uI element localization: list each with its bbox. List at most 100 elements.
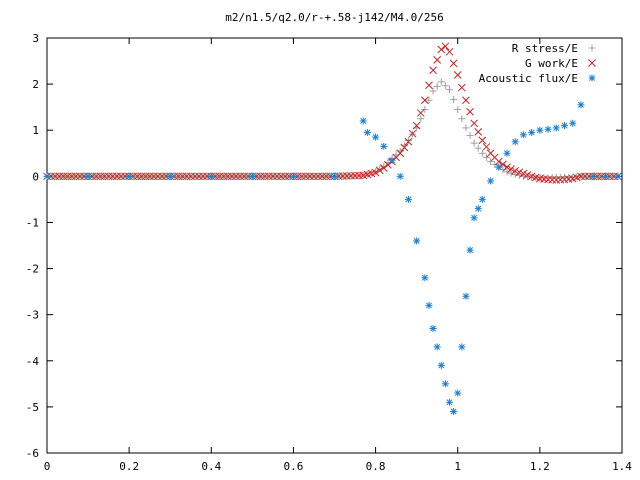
- data-point: [495, 163, 503, 171]
- data-point: [379, 164, 388, 172]
- x-tick-label: 1.4: [612, 460, 632, 473]
- data-point: [363, 129, 371, 137]
- data-point: [380, 142, 388, 150]
- data-point: [507, 165, 515, 173]
- data-point: [462, 96, 470, 105]
- data-point: [474, 144, 482, 152]
- y-tick-label: 3: [32, 32, 39, 45]
- data-point: [404, 136, 412, 144]
- data-point: [433, 56, 442, 64]
- data-point: [400, 143, 409, 152]
- data-point: [404, 137, 413, 146]
- data-point: [429, 325, 437, 332]
- x-tick-label: 0.2: [119, 460, 139, 473]
- data-point: [441, 42, 450, 51]
- data-point: [470, 139, 478, 147]
- data-point: [450, 96, 458, 104]
- data-point: [511, 138, 519, 146]
- x-tick-label: 1.2: [530, 460, 550, 473]
- data-point: [371, 168, 380, 177]
- data-point: [396, 149, 405, 158]
- y-tick-label: 0: [32, 170, 39, 183]
- data-point: [404, 195, 412, 203]
- legend-marker: [588, 59, 596, 67]
- data-point: [462, 124, 470, 132]
- data-point: [376, 165, 384, 173]
- data-point: [425, 301, 433, 309]
- y-tick-label: -6: [26, 447, 39, 460]
- data-point: [421, 105, 429, 113]
- data-point: [470, 119, 478, 128]
- series-acoustic-flux: [43, 101, 622, 415]
- data-point: [577, 101, 585, 109]
- data-point: [445, 47, 454, 56]
- data-point: [441, 380, 449, 388]
- data-point: [454, 389, 462, 397]
- data-point: [289, 172, 297, 180]
- data-point: [466, 246, 474, 254]
- data-point: [478, 136, 487, 145]
- data-point: [491, 160, 499, 168]
- x-tick-label: 1: [454, 460, 461, 473]
- data-point: [457, 83, 466, 92]
- series-layer: [43, 42, 622, 415]
- data-point: [437, 45, 446, 54]
- axes-layer: 0 0.2 0.4 0.6 0.8 1 1.2 1.4 3 2 1 0 -1 -2 -3 -4 -5 -6: [26, 32, 633, 473]
- data-point: [503, 149, 511, 157]
- data-point: [412, 121, 421, 130]
- legend: R stress/E G work/E Acoustic flux/E: [479, 42, 596, 85]
- legend-label: R stress/E: [512, 42, 578, 55]
- data-point: [437, 78, 445, 86]
- y-tick-label: -3: [26, 309, 39, 322]
- legend-marker: [588, 44, 596, 52]
- data-point: [544, 125, 552, 133]
- chart-title: m2/n1.5/q2.0/r-+.58-j142/M4.0/256: [225, 11, 444, 24]
- data-point: [429, 66, 437, 75]
- data-point: [429, 87, 437, 95]
- y-tick-label: -2: [26, 263, 39, 276]
- data-point: [470, 214, 478, 222]
- data-point: [359, 117, 367, 125]
- data-point: [437, 361, 445, 369]
- data-point: [446, 398, 453, 406]
- x-tick-label: 0.6: [283, 460, 303, 473]
- data-point: [248, 172, 256, 180]
- data-point: [482, 142, 491, 151]
- data-point: [166, 172, 174, 180]
- data-point: [494, 157, 503, 166]
- data-point: [482, 153, 490, 161]
- data-point: [474, 205, 482, 213]
- data-point: [458, 115, 466, 123]
- data-point: [433, 343, 441, 351]
- data-point: [602, 172, 610, 180]
- data-point: [511, 166, 520, 175]
- data-point: [561, 122, 568, 130]
- data-point: [487, 177, 495, 185]
- data-point: [458, 343, 466, 351]
- y-tick-label: 2: [32, 78, 39, 91]
- data-point: [478, 149, 486, 157]
- legend-label: G work/E: [525, 57, 578, 70]
- data-point: [421, 274, 429, 282]
- data-point: [614, 172, 622, 180]
- data-point: [416, 109, 425, 117]
- data-point: [396, 172, 404, 180]
- data-point: [487, 158, 495, 166]
- x-tick-label: 0.8: [366, 460, 386, 473]
- y-tick-label: 1: [32, 124, 39, 137]
- data-point: [449, 59, 458, 68]
- data-point: [408, 129, 417, 138]
- data-point: [375, 166, 384, 175]
- data-point: [478, 195, 486, 203]
- data-point: [413, 237, 421, 245]
- data-point: [425, 96, 433, 104]
- data-point: [569, 119, 577, 127]
- series-r-stress: [43, 78, 622, 182]
- y-tick-label: -4: [26, 355, 40, 368]
- data-point: [466, 107, 474, 116]
- plot-frame: [46, 37, 623, 454]
- data-point: [446, 86, 453, 94]
- data-point: [417, 115, 425, 123]
- data-point: [453, 71, 462, 79]
